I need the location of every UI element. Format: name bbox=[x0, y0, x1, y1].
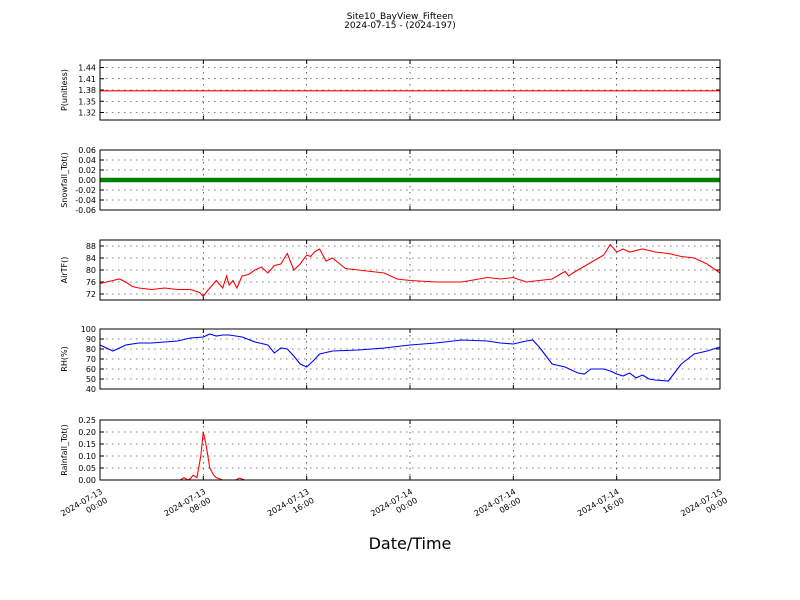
y-axis-label: Rainfall_Tot() bbox=[60, 424, 69, 476]
y-tick-label: 88 bbox=[86, 242, 96, 251]
y-tick-label: 90 bbox=[86, 335, 96, 344]
y-axis-label: P(unitless) bbox=[60, 69, 69, 111]
y-tick-label: 80 bbox=[86, 345, 96, 354]
y-tick-label: 40 bbox=[86, 385, 96, 394]
y-tick-label: 76 bbox=[86, 278, 96, 287]
y-tick-label: 72 bbox=[86, 290, 96, 299]
axes-frame bbox=[99, 59, 721, 121]
y-tick-label: 80 bbox=[86, 266, 96, 275]
y-tick-label: 0.15 bbox=[78, 440, 96, 449]
y-tick-label: 84 bbox=[86, 254, 96, 263]
y-tick-label: 0.05 bbox=[78, 464, 96, 473]
y-tick-label: 0.20 bbox=[78, 428, 96, 437]
y-tick-label: -0.04 bbox=[75, 196, 96, 205]
y-axis-label: Snowfall_Tot() bbox=[60, 152, 69, 208]
y-tick-label: 100 bbox=[81, 325, 96, 334]
y-tick-label: 0.04 bbox=[78, 156, 96, 165]
y-tick-label: -0.06 bbox=[75, 206, 96, 215]
axes-frame bbox=[99, 419, 721, 481]
x-axis-label: Date/Time bbox=[368, 534, 452, 553]
y-tick-label: 0.06 bbox=[78, 146, 96, 155]
y-tick-label: 70 bbox=[86, 355, 96, 364]
y-tick-label: 0.02 bbox=[78, 166, 96, 175]
chart-title: Site10_BayView_Fifteen bbox=[346, 12, 454, 22]
y-tick-label: 0.10 bbox=[78, 452, 96, 461]
y-tick-label: 1.44 bbox=[78, 64, 96, 73]
y-tick-label: 1.32 bbox=[78, 109, 96, 118]
y-axis-label: AirTF() bbox=[60, 257, 69, 284]
series-line bbox=[99, 243, 721, 298]
axes-frame bbox=[99, 239, 721, 301]
y-tick-label: 0.25 bbox=[78, 416, 96, 425]
axes-frame bbox=[99, 328, 721, 390]
series-line bbox=[99, 333, 721, 382]
y-tick-label: 1.35 bbox=[78, 97, 96, 106]
chart-subtitle: 2024-07-15 - (2024-197) bbox=[344, 21, 456, 31]
axes-frame bbox=[99, 149, 721, 211]
y-tick-label: 1.38 bbox=[78, 86, 96, 95]
y-tick-label: 1.41 bbox=[78, 75, 96, 84]
y-tick-label: 0.00 bbox=[78, 176, 96, 185]
y-tick-label: 0.00 bbox=[78, 476, 96, 485]
y-tick-label: -0.02 bbox=[75, 186, 96, 195]
y-tick-label: 60 bbox=[86, 365, 96, 374]
y-tick-label: 50 bbox=[86, 375, 96, 384]
y-axis-label: RH(%) bbox=[60, 346, 69, 371]
